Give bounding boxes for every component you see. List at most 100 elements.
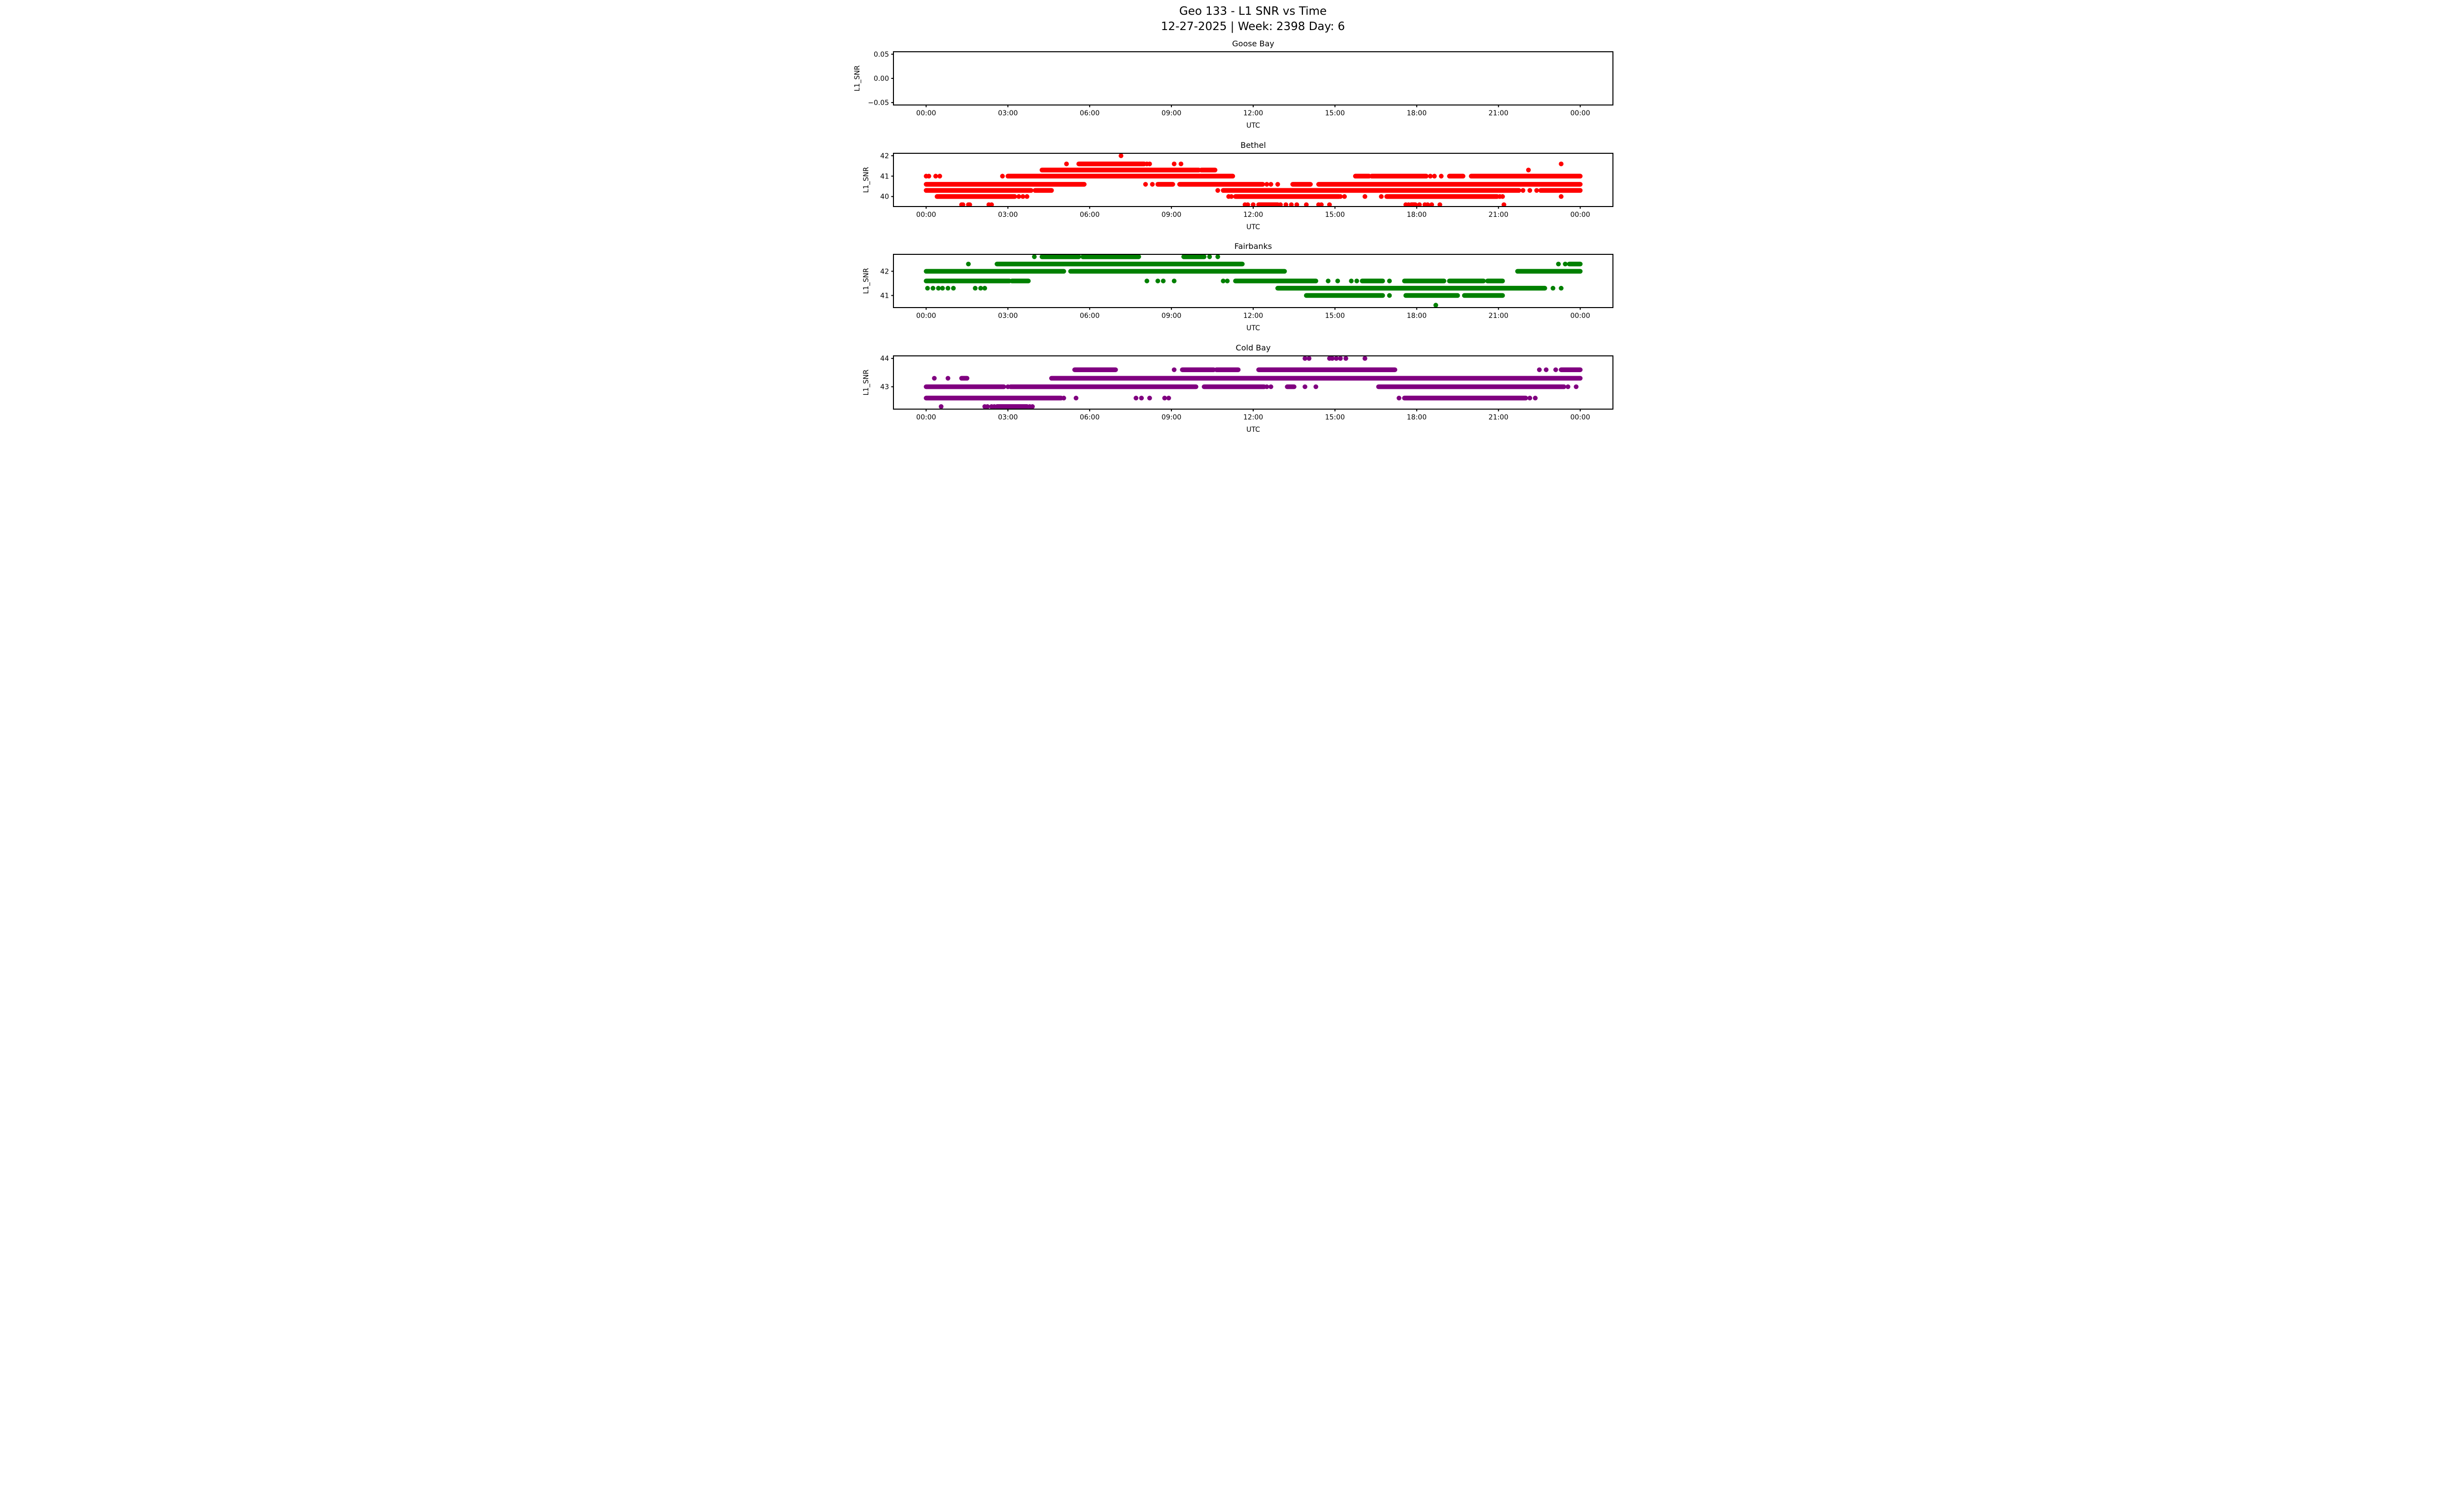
scatter-marker [972, 285, 978, 291]
scatter-marker [1556, 261, 1561, 267]
scatter-marker [1313, 384, 1318, 389]
scatter-marker [1073, 395, 1078, 401]
y-tick-label: 44 [880, 355, 889, 363]
scatter-segment [1403, 293, 1460, 298]
scatter-marker [1520, 188, 1525, 193]
scatter-marker [1501, 202, 1506, 207]
scatter-marker [1171, 278, 1176, 283]
scatter-segment [1290, 182, 1313, 187]
scatter-marker [1144, 278, 1149, 283]
scatter-marker [1031, 254, 1037, 259]
scatter-marker [1362, 194, 1368, 199]
scatter-marker [967, 202, 972, 207]
scatter-segment [1232, 194, 1341, 199]
scatter-segment [934, 194, 1017, 199]
x-tick-label: 15:00 [1325, 312, 1344, 320]
scatter-segment [1155, 182, 1175, 187]
x-tick-label: 00:00 [916, 312, 936, 320]
y-tick-label: 41 [880, 292, 889, 300]
scatter-segment [1402, 278, 1446, 283]
scatter-marker [1526, 168, 1531, 173]
scatter-marker [1161, 278, 1165, 283]
scatter-marker [1005, 384, 1010, 389]
scatter-marker [1325, 278, 1331, 283]
scatter-marker [1215, 254, 1220, 259]
y-axis-label: L1_SNR [862, 268, 870, 294]
figure: Geo 133 - L1 SNR vs Time 12-27-2025 | We… [846, 0, 1618, 439]
scatter-marker [1147, 395, 1152, 401]
scatter-marker [1061, 395, 1066, 401]
scatter-marker [1537, 367, 1541, 372]
scatter-marker [1283, 202, 1288, 207]
scatter-marker [1396, 395, 1402, 401]
scatter-marker [1229, 194, 1234, 199]
scatter-marker [1150, 182, 1155, 187]
x-tick-label: 09:00 [1161, 312, 1181, 320]
scatter-marker [945, 376, 950, 381]
scatter-segment [1359, 278, 1385, 283]
scatter-marker [1275, 182, 1280, 187]
subplot-title: Bethel [1240, 140, 1266, 150]
scatter-series [924, 254, 1582, 308]
scatter-segment [1353, 174, 1371, 179]
scatter-segment [1214, 367, 1240, 372]
x-tick-label: 15:00 [1325, 211, 1344, 219]
scatter-marker [1024, 194, 1029, 199]
scatter-segment [1567, 261, 1582, 267]
scatter-marker [992, 404, 996, 409]
scatter-marker [1387, 278, 1392, 283]
x-tick-label: 06:00 [1080, 414, 1099, 421]
x-tick-label: 03:00 [998, 414, 1018, 421]
scatter-segment [994, 261, 1245, 267]
scatter-marker [1527, 188, 1532, 193]
scatter-marker [1063, 161, 1069, 167]
scatter-marker [960, 202, 965, 207]
scatter-marker [945, 285, 950, 291]
scatter-segment [1232, 278, 1318, 283]
scatter-marker [1020, 194, 1025, 199]
scatter-marker [1225, 278, 1230, 283]
scatter-segment [924, 269, 1066, 274]
scatter-marker [1155, 278, 1160, 283]
x-tick-label: 18:00 [1406, 414, 1426, 421]
scatter-marker [1118, 153, 1124, 158]
x-tick-label: 21:00 [1488, 414, 1508, 421]
scatter-segment [1179, 367, 1216, 372]
scatter-marker [1335, 278, 1340, 283]
axes-box [892, 355, 1613, 410]
scatter-marker [1220, 278, 1226, 283]
x-tick-label: 03:00 [998, 312, 1018, 320]
scatter-marker [940, 285, 945, 291]
x-tick-label: 12:00 [1243, 211, 1263, 219]
scatter-segment [1256, 367, 1397, 372]
y-tick-label: 42 [880, 268, 889, 276]
scatter-segment [1181, 254, 1206, 259]
scatter-marker [1553, 367, 1558, 372]
scatter-marker [965, 261, 971, 267]
scatter-marker [1558, 161, 1564, 167]
axes-box [892, 51, 1613, 105]
y-axis-label: L1_SNR [862, 167, 870, 193]
x-tick-label: 21:00 [1488, 312, 1508, 320]
scatter-segment [1256, 202, 1280, 207]
x-tick-label: 12:00 [1243, 414, 1263, 421]
scatter-marker [951, 285, 956, 291]
scatter-segment [1032, 188, 1054, 193]
scatter-marker [1207, 254, 1212, 259]
scatter-marker [1362, 356, 1368, 361]
scatter-marker [1016, 194, 1021, 199]
scatter-marker [1294, 202, 1299, 207]
scatter-segment [1198, 168, 1217, 173]
scatter-marker [1433, 303, 1438, 308]
scatter-marker [1405, 202, 1411, 207]
y-tick-label: 0.00 [873, 75, 889, 83]
scatter-segment [924, 188, 1033, 193]
subplot-title: Fairbanks [1234, 242, 1271, 251]
scatter-segment [1008, 384, 1198, 389]
scatter-marker [1428, 174, 1433, 179]
scatter-segment [924, 395, 1063, 401]
x-tick-label: 00:00 [916, 414, 936, 421]
scatter-segment [1485, 278, 1505, 283]
scatter-segment [958, 376, 969, 381]
scatter-series [924, 153, 1582, 207]
